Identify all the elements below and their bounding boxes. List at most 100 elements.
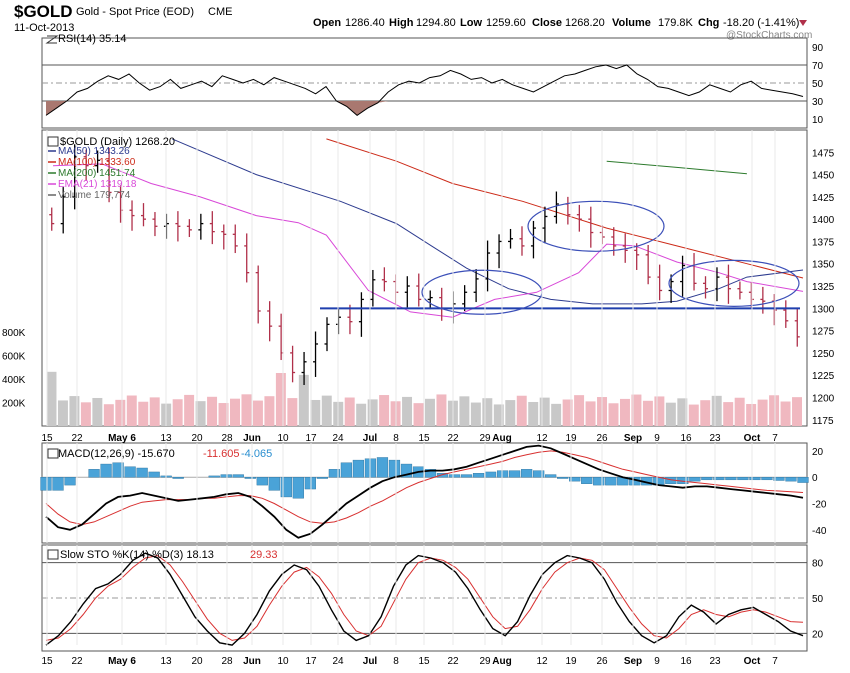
macd-histogram-bar (593, 477, 605, 486)
x-tick-label: Aug (492, 656, 511, 667)
macd-histogram-bar (713, 477, 725, 481)
rsi-tick-label: 10 (812, 115, 824, 126)
legend-entry: MA(50) 1343.26 (58, 146, 130, 157)
volume-bar (711, 395, 722, 426)
x-tick-label: Jul (363, 433, 378, 444)
volume-bar (46, 371, 57, 426)
price-tick-label: 1325 (812, 282, 835, 293)
price-tick-label: 1175 (812, 416, 834, 427)
macd-histogram-bar (292, 477, 304, 499)
rsi-tick-label: 50 (812, 79, 824, 90)
volume-value: 179.8K (658, 17, 694, 29)
macd-histogram-bar (352, 459, 365, 478)
volume-bar (769, 395, 780, 426)
rsi-tick-label: 30 (812, 97, 824, 108)
volume-bar (287, 398, 298, 426)
rsi-plot: 10 30 50 70 90 (42, 43, 824, 126)
ma50-line (172, 138, 804, 305)
macd-histogram-bar (280, 477, 292, 498)
x-tick-label: Jun (243, 656, 261, 667)
price-plot: 1175 1200 1225 1250 1275 1300 1325 1350 1375 1400… (2, 138, 835, 427)
pattern-ellipse (668, 259, 800, 307)
macd-histogram-bar (172, 477, 184, 479)
macd-histogram-bar (208, 475, 220, 478)
macd-histogram-bar (304, 477, 316, 490)
pattern-ellipse (527, 200, 665, 252)
macd-histogram-bar (785, 477, 797, 482)
price-tick-label: 1425 (812, 193, 835, 204)
x-tick-label: 23 (709, 433, 721, 444)
macd-histogram-bar (581, 477, 593, 484)
watermark: @StockCharts.com (726, 30, 812, 41)
x-tick-label: 7 (772, 656, 778, 667)
volume-tick-label: 200K (2, 398, 26, 409)
change-label: Chg (698, 17, 719, 29)
x-tick-label: 29 (479, 656, 491, 667)
volume-bar (470, 402, 481, 426)
sto-tick-label: 50 (812, 594, 824, 605)
x-tick-label: 26 (596, 656, 608, 667)
volume-bar (677, 398, 688, 426)
x-tick-label: 17 (305, 433, 317, 444)
volume-bar (585, 401, 596, 426)
volume-bar (631, 394, 642, 426)
price-tick-label: 1275 (812, 327, 835, 338)
price-tick-label: 1250 (812, 349, 835, 360)
macd-tick-label: -20 (812, 500, 827, 511)
x-tick-label: 22 (71, 656, 83, 667)
x-tick-label: 20 (191, 656, 203, 667)
close-label: Close (532, 17, 562, 29)
macd-histogram-bar (64, 477, 76, 486)
macd-histogram-bar (761, 477, 773, 481)
macd-histogram-bar (340, 462, 353, 478)
price-tick-label: 1300 (812, 304, 835, 315)
volume-bar (574, 395, 585, 426)
volume-tick-label: 800K (2, 328, 26, 339)
volume-bar (505, 400, 516, 426)
volume-bar (184, 394, 195, 426)
macd-histogram-bar (737, 477, 749, 481)
close-value: 1268.20 (565, 17, 605, 29)
x-tick-label: 13 (160, 656, 172, 667)
volume-bar (92, 397, 103, 426)
volume-bar (379, 395, 390, 426)
x-tick-label: 10 (277, 433, 289, 444)
x-tick-label: 22 (447, 656, 459, 667)
macd-histogram-bar (496, 470, 509, 478)
rsi-label-group: RSI(14) 35.14 (45, 33, 126, 45)
macd-histogram-bar (557, 477, 569, 479)
volume-bar (746, 403, 757, 426)
stochastic-plot: 80 50 20 (42, 552, 824, 646)
volume-bar (654, 396, 665, 426)
low-value: 1259.60 (486, 17, 526, 29)
low-label: Low (460, 17, 482, 29)
open-label: Open (313, 17, 341, 29)
volume-bar (642, 400, 653, 426)
volume-bar (207, 396, 218, 426)
volume-bar (230, 398, 240, 426)
high-value: 1294.80 (416, 17, 456, 29)
x-tick-label: 24 (332, 656, 344, 667)
volume-bar (69, 396, 80, 426)
x-tick-label: 20 (191, 433, 203, 444)
x-tick-label: 19 (565, 433, 577, 444)
x-tick-label: 15 (418, 656, 430, 667)
ohlc-bar-icon (47, 136, 59, 147)
macd-histogram-bar (460, 474, 473, 478)
x-tick-label: 9 (654, 656, 660, 667)
macd-histogram-bar (112, 462, 124, 478)
macd-tick-label: -40 (812, 526, 827, 537)
x-tick-label: 13 (160, 433, 172, 444)
x-tick-label: 28 (221, 433, 233, 444)
instrument-description: Gold - Spot Price (EOD) (76, 6, 194, 18)
macd-histogram-bar (100, 463, 112, 478)
x-tick-label: Oct (744, 656, 761, 667)
volume-bar (57, 400, 68, 426)
x-tick-label: 10 (277, 656, 289, 667)
legend-entry: Volume 179,774 (58, 190, 131, 201)
x-tick-label: May 6 (108, 433, 136, 444)
volume-bar (321, 395, 332, 426)
volume-bar (344, 397, 355, 426)
volume-bar (757, 399, 768, 426)
